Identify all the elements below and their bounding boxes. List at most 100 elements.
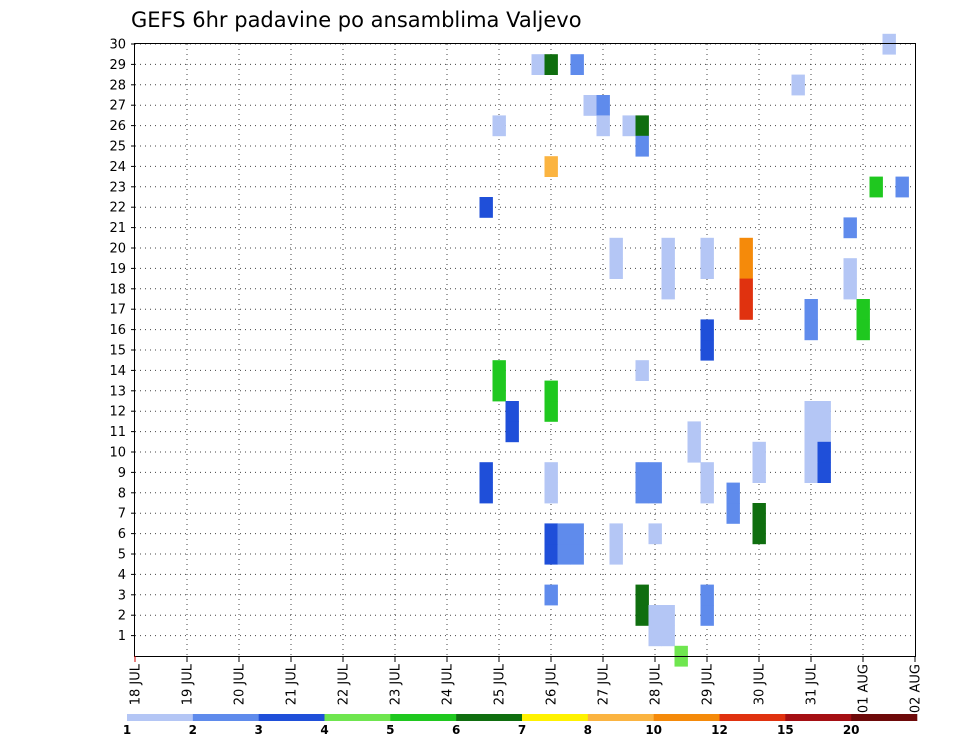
precip-cell xyxy=(843,278,857,300)
precip-cell xyxy=(492,360,506,381)
precip-cell xyxy=(492,380,506,402)
x-tick-label: 25 JUL xyxy=(493,663,508,705)
precip-cell xyxy=(544,482,558,504)
precip-cell xyxy=(544,401,558,422)
y-tick-label: 25 xyxy=(109,140,126,155)
precip-cell xyxy=(492,115,506,137)
y-tick-label: 23 xyxy=(109,180,126,195)
y-tick-label: 18 xyxy=(109,282,126,297)
precip-cell xyxy=(856,299,870,320)
precip-cell xyxy=(804,401,818,422)
y-tick-label: 16 xyxy=(109,323,126,338)
precip-cell xyxy=(544,523,558,545)
precip-cell xyxy=(635,115,649,137)
precip-cell xyxy=(609,543,623,565)
precip-cell xyxy=(661,258,675,279)
y-tick-label: 21 xyxy=(109,221,126,236)
x-tick-label: 22 JUL xyxy=(337,663,352,705)
precip-cell xyxy=(700,584,714,606)
y-tick-label: 29 xyxy=(109,58,126,73)
x-tick-label: 18 JUL xyxy=(129,663,144,705)
precip-cell xyxy=(700,258,714,279)
y-tick-label: 6 xyxy=(118,527,126,542)
grid-lines xyxy=(135,43,915,656)
precip-cell xyxy=(817,441,831,463)
precip-cell xyxy=(882,33,896,55)
colorbar-label: 15 xyxy=(777,723,794,737)
colorbar-swatch xyxy=(851,714,918,721)
precip-cell xyxy=(804,462,818,483)
y-tick-label: 19 xyxy=(109,262,126,277)
precip-cell xyxy=(661,605,675,626)
precip-cell xyxy=(609,237,623,259)
precip-cell xyxy=(739,278,753,300)
precip-cell xyxy=(544,54,558,75)
x-tick-label: 01 AUG xyxy=(857,664,872,713)
x-tick-label: 28 JUL xyxy=(649,663,664,705)
x-tick-label: 21 JUL xyxy=(285,663,300,705)
precip-cell xyxy=(843,217,857,239)
precip-cell xyxy=(531,54,545,75)
precip-cell xyxy=(544,156,558,177)
precip-cell xyxy=(739,237,753,259)
precip-cell xyxy=(648,482,662,504)
colorbar-swatch xyxy=(192,714,259,721)
precip-cell xyxy=(596,115,610,137)
precip-cell xyxy=(817,421,831,443)
precip-cell xyxy=(648,523,662,545)
precip-cell xyxy=(635,482,649,504)
precip-cell xyxy=(895,176,909,198)
precip-cell xyxy=(648,462,662,483)
x-tick-label: 20 JUL xyxy=(233,663,248,705)
colorbar-label: 1 xyxy=(123,723,131,737)
y-axis: 1234567891011121314151617181920212223242… xyxy=(109,38,135,644)
y-tick-label: 12 xyxy=(109,405,126,420)
colorbar-label: 12 xyxy=(711,723,728,737)
y-tick-label: 5 xyxy=(118,548,126,563)
precip-cell xyxy=(635,605,649,626)
precip-cell xyxy=(609,258,623,279)
precip-cell xyxy=(791,74,805,96)
colorbar-swatch xyxy=(587,714,654,721)
colorbar-swatch xyxy=(719,714,786,721)
colorbar-label: 7 xyxy=(518,723,526,737)
precip-cell xyxy=(804,421,818,443)
colorbar-label: 8 xyxy=(584,723,592,737)
x-tick-label: 26 JUL xyxy=(545,663,560,705)
precip-cell xyxy=(570,523,584,545)
precip-cell xyxy=(726,482,740,504)
y-tick-label: 9 xyxy=(118,466,126,481)
precip-cell xyxy=(687,421,701,443)
x-tick-label: 27 JUL xyxy=(597,663,612,705)
precip-cells xyxy=(479,33,909,667)
y-tick-label: 13 xyxy=(109,384,126,399)
precip-cell xyxy=(700,462,714,483)
precip-cell xyxy=(726,503,740,524)
x-tick-label: 23 JUL xyxy=(389,663,404,705)
precip-cell xyxy=(700,319,714,341)
precip-cell xyxy=(622,115,636,137)
y-tick-label: 4 xyxy=(118,568,126,583)
x-tick-label: 29 JUL xyxy=(701,663,716,705)
precip-cell xyxy=(479,197,493,218)
y-tick-label: 28 xyxy=(109,78,126,93)
colorbar-label: 6 xyxy=(452,723,460,737)
x-tick-label: 24 JUL xyxy=(441,663,456,705)
precip-cell xyxy=(661,237,675,259)
precip-cell xyxy=(804,319,818,341)
precip-cell xyxy=(804,299,818,320)
y-tick-label: 7 xyxy=(118,507,126,522)
colorbar-swatch xyxy=(258,714,325,721)
x-tick-label: 30 JUL xyxy=(753,663,768,705)
x-tick-label: 02 AUG xyxy=(909,664,924,713)
colorbar-label: 4 xyxy=(320,723,328,737)
colorbar-label: 5 xyxy=(386,723,394,737)
precip-cell xyxy=(557,523,571,545)
precip-cell xyxy=(479,462,493,483)
y-tick-label: 15 xyxy=(109,344,126,359)
precip-cell xyxy=(635,360,649,381)
precip-cell xyxy=(648,625,662,647)
precip-cell xyxy=(596,95,610,116)
y-tick-label: 1 xyxy=(118,629,126,644)
